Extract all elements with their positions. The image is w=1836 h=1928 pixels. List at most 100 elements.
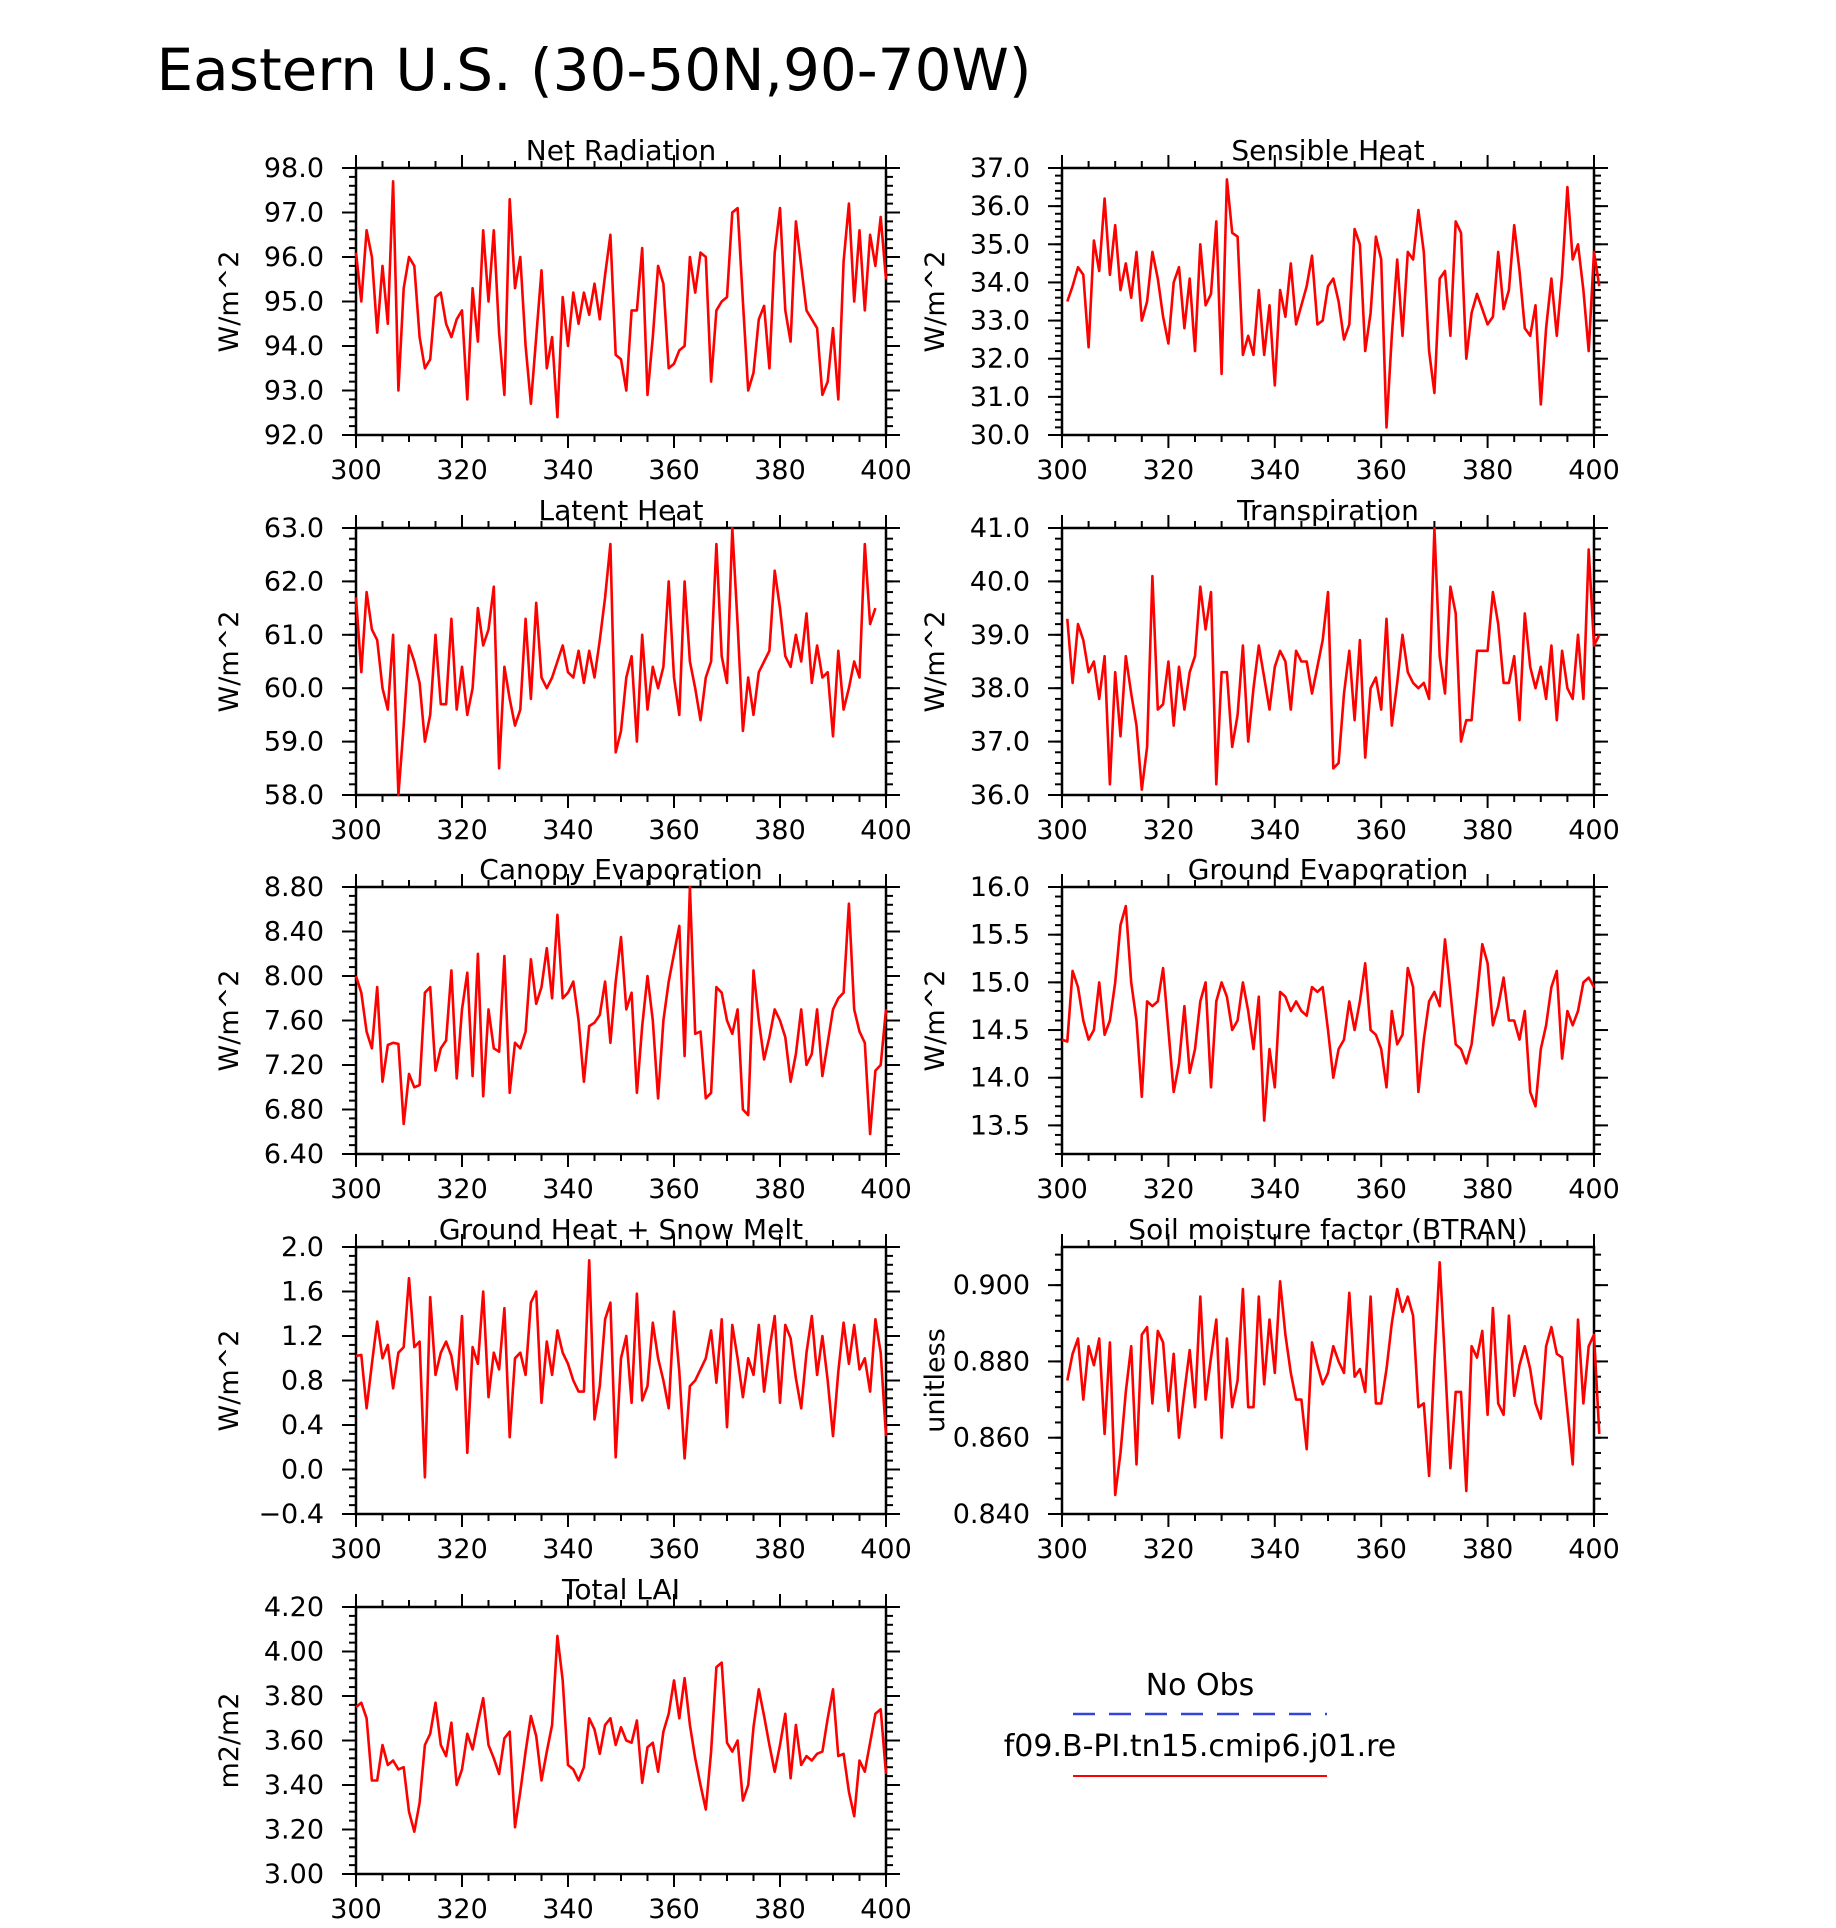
x-tick-label: 360 [648,1174,700,1205]
y-tick-label: 3.60 [264,1726,324,1757]
x-tick-label: 360 [1355,1534,1407,1565]
y-tick-label: 4.20 [264,1592,324,1623]
x-tick-label: 380 [754,1534,806,1565]
x-tick-label: 320 [1143,1174,1195,1205]
x-tick-label: 340 [542,815,594,846]
x-tick-label: 380 [754,815,806,846]
y-tick-label: 3.00 [264,1859,324,1890]
x-tick-label: 300 [330,1174,382,1205]
y-tick-label: 61.0 [264,620,324,651]
x-tick-label: 340 [542,455,594,486]
x-tick-label: 360 [1355,455,1407,486]
y-tick-label: 3.80 [264,1681,324,1712]
y-tick-label: 34.0 [970,267,1030,298]
y-tick-label: 38.0 [970,673,1030,704]
series-line [354,526,877,797]
y-tick-label: 39.0 [970,620,1030,651]
x-tick-label: 400 [1568,1534,1620,1565]
series-line [1066,526,1601,792]
series-line [1066,178,1601,429]
panel-soil-moisture-factor-btran: Soil moisture factor (BTRAN)300 320 340 360… [920,1213,1620,1565]
figure-title: Eastern U.S. (30-50N,90-70W) [157,36,1032,104]
y-tick-label: 7.20 [264,1050,324,1081]
x-tick-label: 400 [1568,455,1620,486]
y-axis-label: m2/m2 [214,1692,245,1788]
x-tick-label: 320 [1143,455,1195,486]
x-tick-label: 400 [860,1534,912,1565]
plot-frame [1060,166,1596,437]
y-tick-label: 1.2 [281,1321,324,1352]
series-line [355,1634,888,1833]
y-tick-label: 93.0 [264,376,324,407]
y-tick-label: 2.0 [281,1232,324,1263]
series-line [354,180,888,419]
x-tick-label: 300 [1036,1534,1088,1565]
y-tick-label: 62.0 [264,566,324,597]
y-tick-label: 6.40 [264,1139,324,1170]
legend: No Obs f09.B-PI.tn15.cmip6.j01.re [1004,1668,1396,1777]
y-tick-label: 98.0 [264,153,324,184]
x-tick-label: 400 [1568,815,1620,846]
y-tick-label: 96.0 [264,242,324,273]
x-tick-label: 360 [648,1894,700,1925]
x-tick-label: 380 [1462,1534,1514,1565]
x-tick-label: 360 [648,815,700,846]
y-tick-label: 30.0 [970,420,1030,451]
y-axis-label: unitless [920,1328,951,1433]
y-tick-label: 92.0 [264,420,324,451]
y-tick-label: 16.0 [970,872,1030,903]
y-axis-label: W/m^2 [214,611,245,713]
plot-frame [354,885,888,1156]
x-tick-label: 320 [436,455,488,486]
x-tick-label: 320 [436,815,488,846]
y-tick-label: 95.0 [264,287,324,318]
x-tick-label: 300 [330,1534,382,1565]
y-tick-label: 6.80 [264,1095,324,1126]
y-tick-label: 3.40 [264,1770,324,1801]
x-tick-label: 380 [1462,1174,1514,1205]
y-tick-label: 37.0 [970,153,1030,184]
y-tick-label: 13.5 [970,1110,1030,1141]
y-axis-label: W/m^2 [920,251,951,353]
x-tick-label: 320 [436,1534,488,1565]
y-axis-label: W/m^2 [920,970,951,1072]
plot-frame [354,526,888,797]
y-tick-label: 97.0 [264,198,324,229]
x-tick-label: 340 [1249,815,1301,846]
y-tick-label: 41.0 [970,513,1030,544]
y-tick-label: −0.4 [258,1499,324,1530]
y-tick-label: 36.0 [970,191,1030,222]
x-tick-label: 340 [1249,1534,1301,1565]
y-tick-label: 4.00 [264,1637,324,1668]
x-tick-label: 400 [860,455,912,486]
y-tick-label: 0.8 [281,1366,324,1397]
y-tick-label: 35.0 [970,229,1030,260]
x-tick-label: 340 [542,1534,594,1565]
y-tick-label: 32.0 [970,344,1030,375]
x-tick-label: 300 [1036,1174,1088,1205]
y-tick-label: 63.0 [264,513,324,544]
x-tick-label: 360 [1355,1174,1407,1205]
x-tick-label: 300 [330,455,382,486]
x-tick-label: 380 [1462,455,1514,486]
x-tick-label: 320 [1143,815,1195,846]
x-tick-label: 300 [1036,815,1088,846]
y-axis-label: W/m^2 [214,1330,245,1432]
x-tick-label: 320 [1143,1534,1195,1565]
y-tick-label: 94.0 [264,331,324,362]
x-tick-label: 400 [860,1894,912,1925]
y-axis-label: W/m^2 [214,251,245,353]
series-line [355,1259,888,1479]
y-tick-label: 14.0 [970,1063,1030,1094]
x-tick-label: 400 [1568,1174,1620,1205]
y-tick-label: 0.840 [953,1499,1030,1530]
y-tick-label: 31.0 [970,382,1030,413]
y-tick-label: 0.900 [953,1270,1030,1301]
x-tick-label: 340 [542,1174,594,1205]
x-tick-label: 360 [648,455,700,486]
